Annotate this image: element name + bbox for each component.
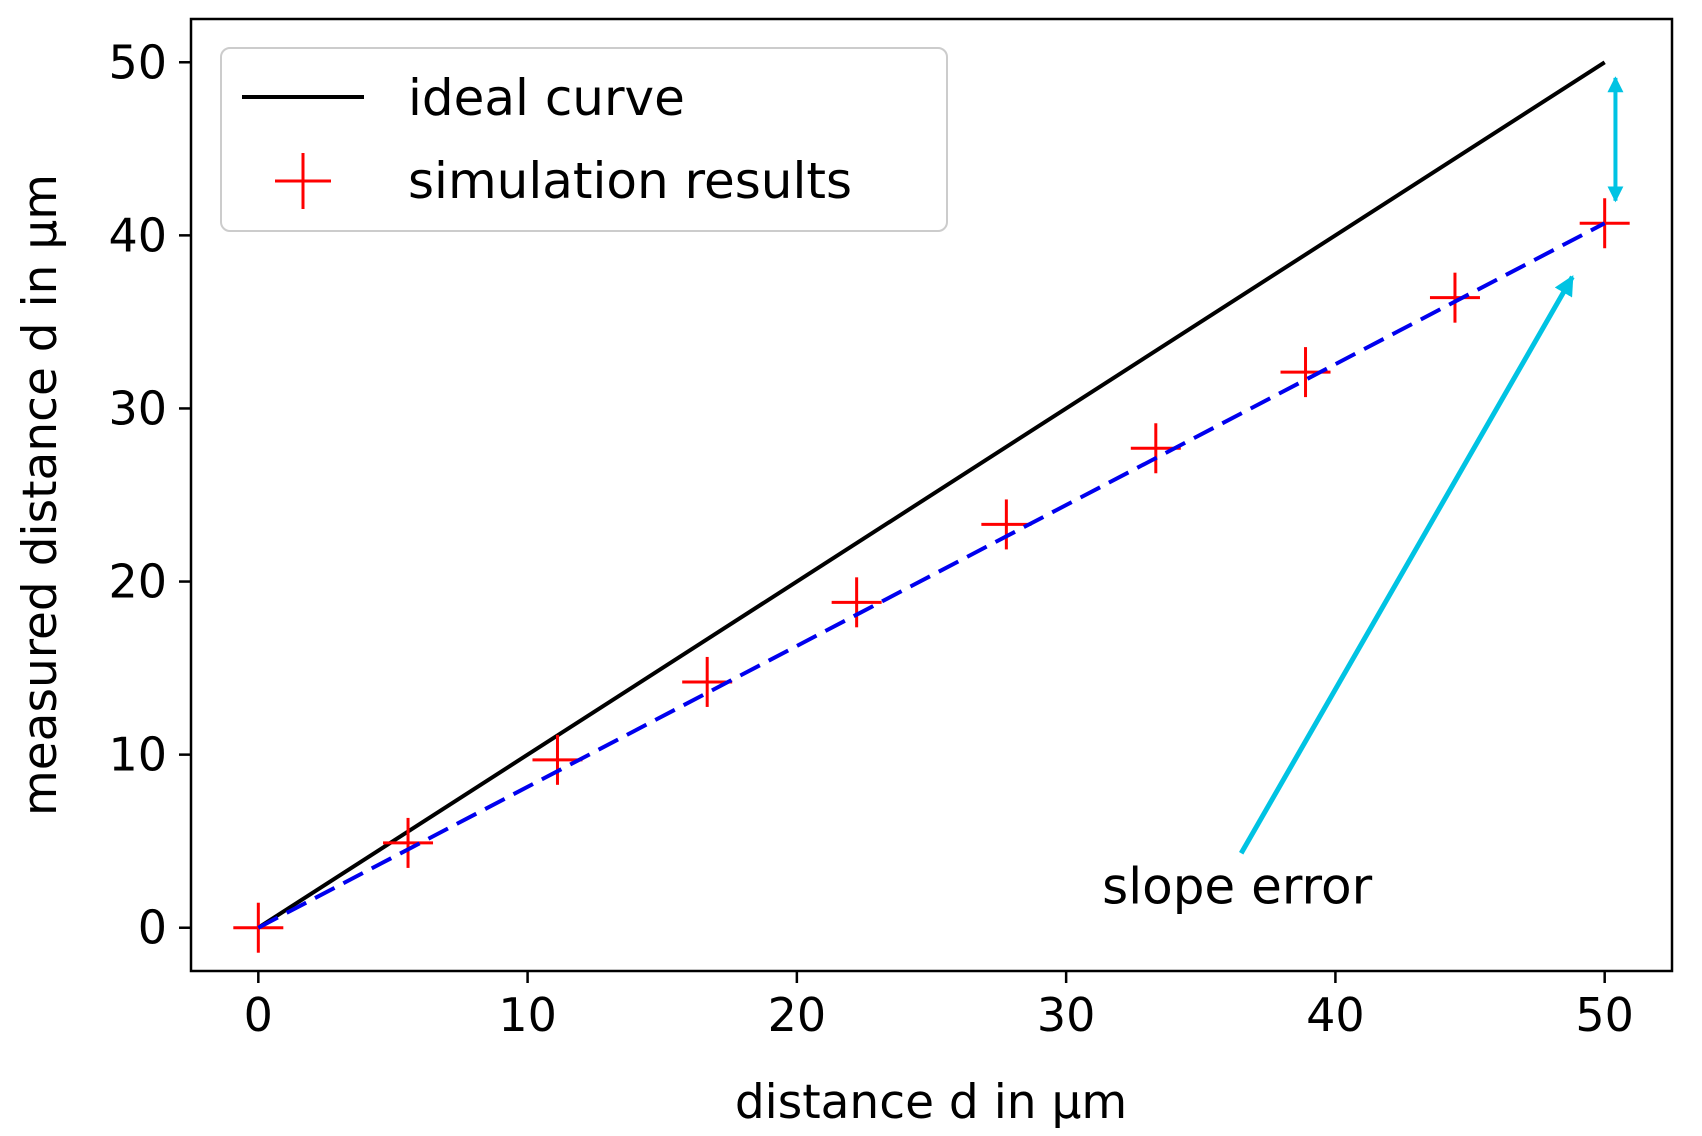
y-tick-label: 30: [108, 381, 167, 435]
plot-frame: [189, 17, 1674, 973]
simulation-point: [981, 499, 1032, 550]
x-tick-label: 50: [1575, 988, 1634, 1042]
simulation-point: [383, 817, 434, 868]
x-tick-label: 0: [244, 988, 273, 1042]
y-tick-label: 0: [138, 901, 167, 955]
x-tick-label: 40: [1306, 988, 1365, 1042]
x-axis-label: distance d in µm: [735, 1075, 1127, 1130]
y-tick-label: 20: [108, 555, 167, 609]
axes-ticks: 0 10 20 30 40 50 0 10 20 30 40 50: [108, 35, 1634, 1042]
legend: ideal curve simulation results: [220, 47, 948, 232]
simulation-point: [1429, 272, 1480, 323]
plot-area: [233, 60, 1630, 953]
x-tick-label: 10: [498, 988, 557, 1042]
y-tick-label: 50: [108, 35, 167, 89]
annotations: slope error: [1102, 76, 1624, 915]
y-tick-label: 10: [108, 728, 167, 782]
simulation-point: [532, 734, 583, 785]
fit-dashed-line: [257, 221, 1606, 930]
simulation-point: [831, 577, 882, 628]
x-tick-label: 30: [1037, 988, 1096, 1042]
ideal-curve-line: [257, 60, 1606, 930]
legend-simulation-label: simulation results: [408, 152, 852, 210]
legend-simulation-marker: [275, 153, 331, 209]
legend-ideal-label: ideal curve: [408, 69, 685, 127]
y-tick-label: 40: [108, 208, 167, 262]
simulation-point: [1579, 198, 1630, 249]
y-axis-label: measured distance d in µm: [13, 174, 68, 816]
slope-error-label: slope error: [1102, 857, 1372, 915]
slope-error-arrow: [1238, 275, 1575, 855]
legend-box: [220, 47, 948, 232]
x-tick-label: 20: [768, 988, 827, 1042]
